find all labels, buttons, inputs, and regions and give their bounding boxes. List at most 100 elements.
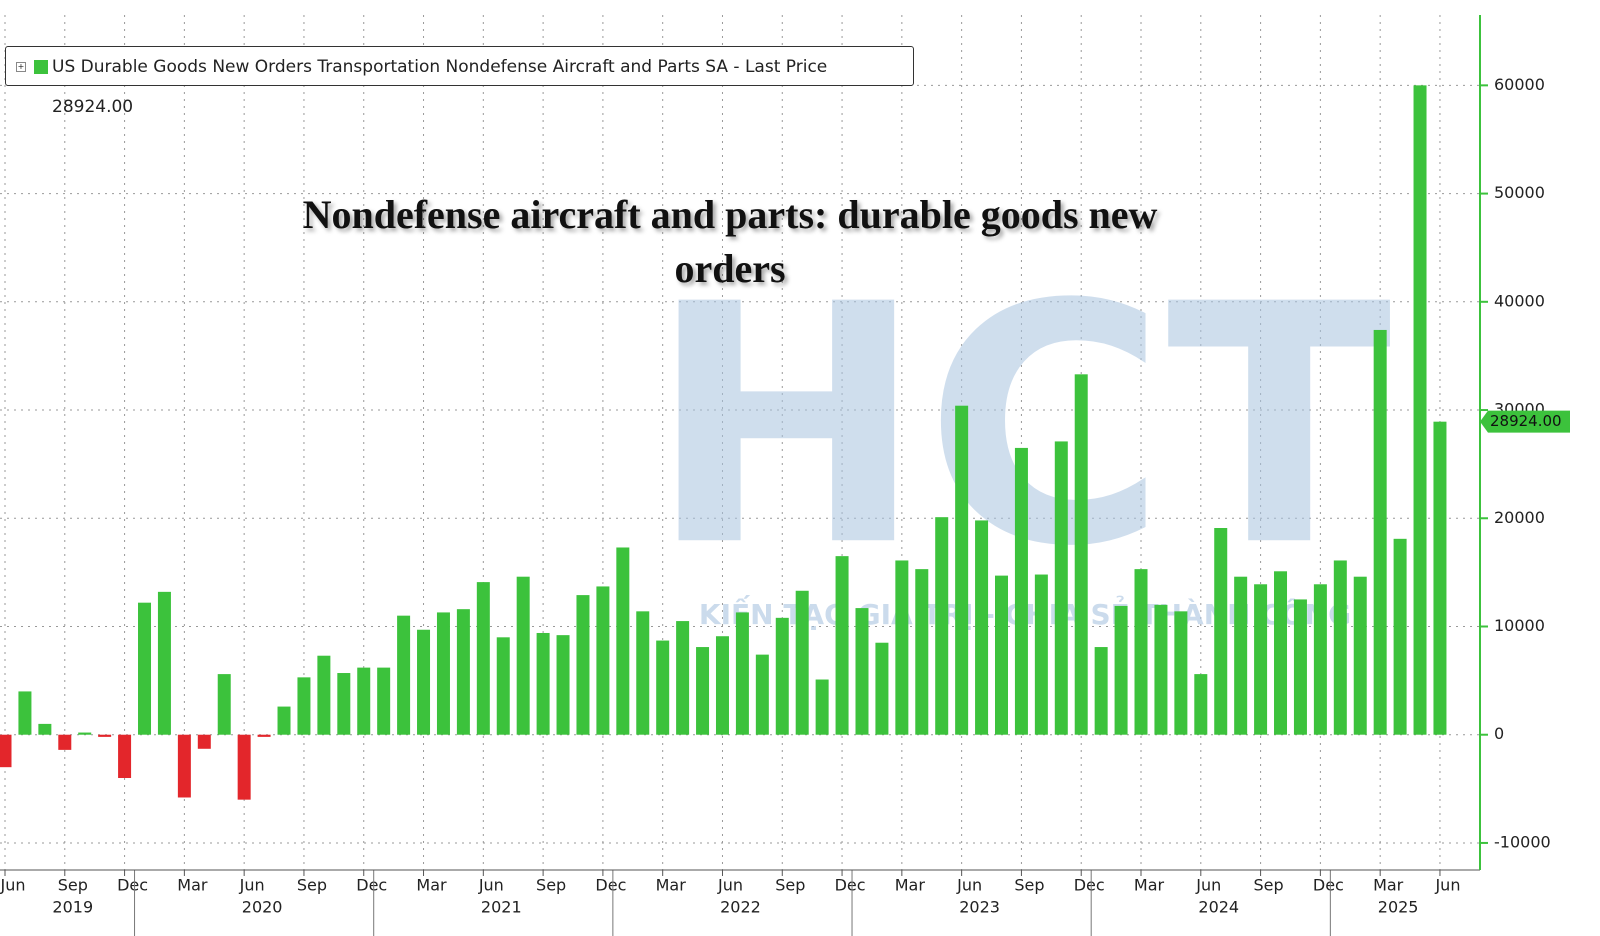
bar (656, 640, 670, 735)
bar (476, 582, 490, 735)
bar (795, 590, 809, 735)
x-tick-label: Jun (956, 876, 982, 895)
bar (775, 617, 789, 735)
bar (1034, 574, 1048, 735)
bar (157, 591, 171, 735)
bar (915, 569, 929, 735)
bar (0, 734, 12, 768)
y-tick-label: -10000 (1494, 832, 1551, 851)
bar (456, 609, 470, 735)
bar (1234, 576, 1248, 735)
year-label: 2025 (1378, 898, 1419, 917)
bar (1054, 441, 1068, 735)
bar (1254, 584, 1268, 735)
x-tick-label: Mar (177, 876, 208, 895)
bar (496, 637, 510, 735)
x-tick-label: Jun (717, 876, 743, 895)
bar (516, 576, 530, 735)
bar (98, 734, 112, 737)
year-label: 2020 (242, 898, 283, 917)
year-label: 2022 (720, 898, 761, 917)
bar (1154, 604, 1168, 735)
legend-swatch (34, 60, 48, 74)
bar (436, 612, 450, 735)
x-tick-label: Sep (58, 876, 88, 895)
bar (177, 734, 191, 798)
bar (118, 734, 132, 779)
bar (1074, 374, 1088, 735)
bar (58, 734, 72, 750)
year-label: 2024 (1198, 898, 1239, 917)
bar (815, 679, 829, 735)
bar (536, 632, 550, 735)
bar (1313, 584, 1327, 735)
y-tick-label: 40000 (1494, 291, 1545, 310)
x-tick-label: Dec (1313, 876, 1344, 895)
bar (1333, 560, 1347, 735)
bar (556, 635, 570, 735)
bar (78, 732, 92, 735)
bar (1293, 599, 1307, 735)
bar (576, 595, 590, 735)
x-tick-label: Sep (775, 876, 805, 895)
bar (237, 734, 251, 800)
bar (38, 723, 52, 735)
x-tick-label: Jun (239, 876, 265, 895)
bar (1014, 447, 1028, 735)
bar (935, 517, 949, 735)
legend: + US Durable Goods New Orders Transportat… (5, 46, 914, 117)
x-tick-label: Dec (1074, 876, 1105, 895)
year-label: 2021 (481, 898, 522, 917)
bar (955, 405, 969, 735)
bar (676, 621, 690, 735)
bar (217, 674, 231, 735)
bar (755, 654, 769, 735)
bar (1214, 528, 1228, 735)
last-price-tag (1480, 410, 1570, 433)
x-tick-label: Dec (595, 876, 626, 895)
bar (855, 608, 869, 735)
year-label: 2019 (52, 898, 93, 917)
y-tick-label: 0 (1494, 724, 1504, 743)
x-tick-label: Mar (1134, 876, 1165, 895)
legend-text: US Durable Goods New Orders Transportati… (52, 57, 828, 117)
x-tick-label: Sep (1014, 876, 1044, 895)
bar (1114, 605, 1128, 735)
bar (1353, 576, 1367, 735)
bar (975, 520, 989, 735)
chart-title: Nondefense aircraft and parts: durable g… (302, 192, 1158, 291)
legend-toggle[interactable]: + (16, 62, 26, 72)
bar (1433, 421, 1447, 735)
bar (875, 642, 889, 735)
x-tick-label: Sep (536, 876, 566, 895)
x-tick-label: Sep (1254, 876, 1284, 895)
bar (337, 673, 351, 735)
bar (616, 547, 630, 735)
last-price-label: 28924.00 (1490, 412, 1562, 430)
bar (397, 615, 411, 735)
bar (1174, 611, 1188, 735)
x-tick-label: Jun (0, 876, 26, 895)
bar (18, 691, 32, 735)
bar (1413, 85, 1427, 735)
x-tick-label: Dec (356, 876, 387, 895)
x-tick-label: Mar (895, 876, 926, 895)
x-tick-label: Jun (1434, 876, 1460, 895)
year-label: 2023 (959, 898, 1000, 917)
bar (138, 602, 152, 735)
bar (1194, 674, 1208, 735)
x-tick-label: Sep (297, 876, 327, 895)
bar (735, 612, 749, 735)
bar (257, 734, 271, 737)
bar (696, 647, 710, 735)
x-tick-label: Mar (1373, 876, 1404, 895)
x-tick-label: Mar (416, 876, 447, 895)
y-tick-label: 50000 (1494, 183, 1545, 202)
bar (197, 734, 211, 749)
bar (596, 586, 610, 735)
bar (317, 655, 331, 735)
bar (1094, 647, 1108, 735)
bar (1274, 571, 1288, 735)
